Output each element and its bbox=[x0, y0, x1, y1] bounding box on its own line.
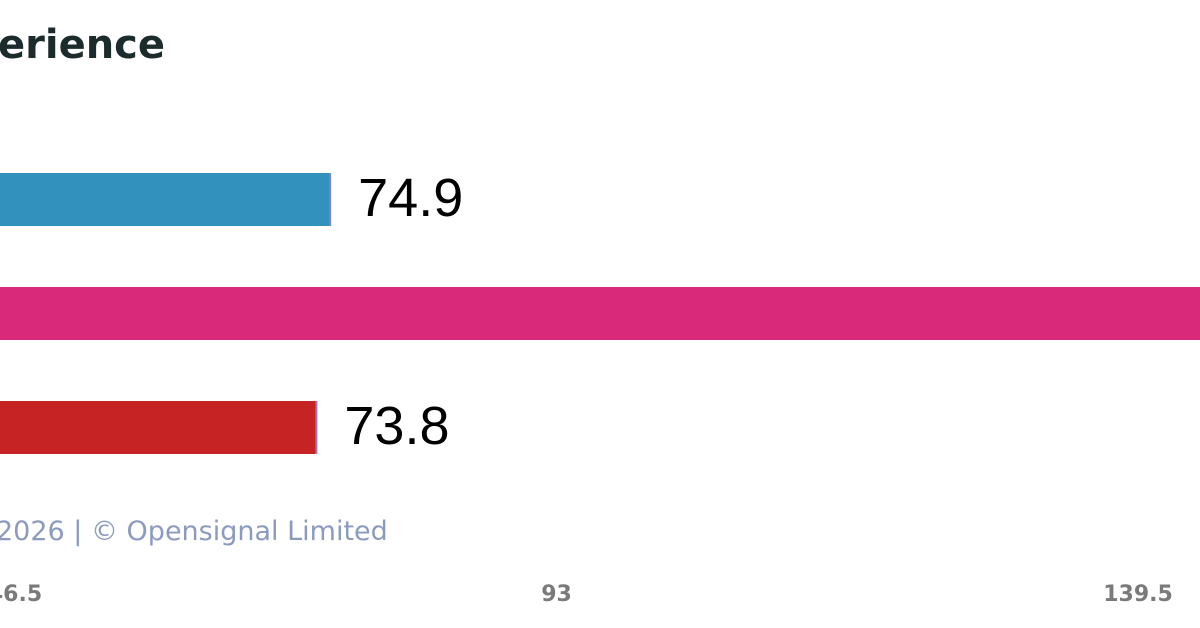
value-label: 74.9 bbox=[358, 168, 463, 228]
value-label: 73.8 bbox=[344, 396, 449, 456]
chart-title: erience bbox=[0, 22, 165, 68]
x-tick-label: 46.5 bbox=[0, 582, 42, 607]
footer: 2026 | © Opensignal Limited bbox=[0, 516, 388, 547]
x-tick-label: 93 bbox=[541, 582, 572, 607]
bar bbox=[0, 173, 331, 226]
x-tick-label: 139.5 bbox=[1103, 582, 1173, 607]
bar bbox=[0, 287, 1200, 340]
bar bbox=[0, 401, 317, 454]
